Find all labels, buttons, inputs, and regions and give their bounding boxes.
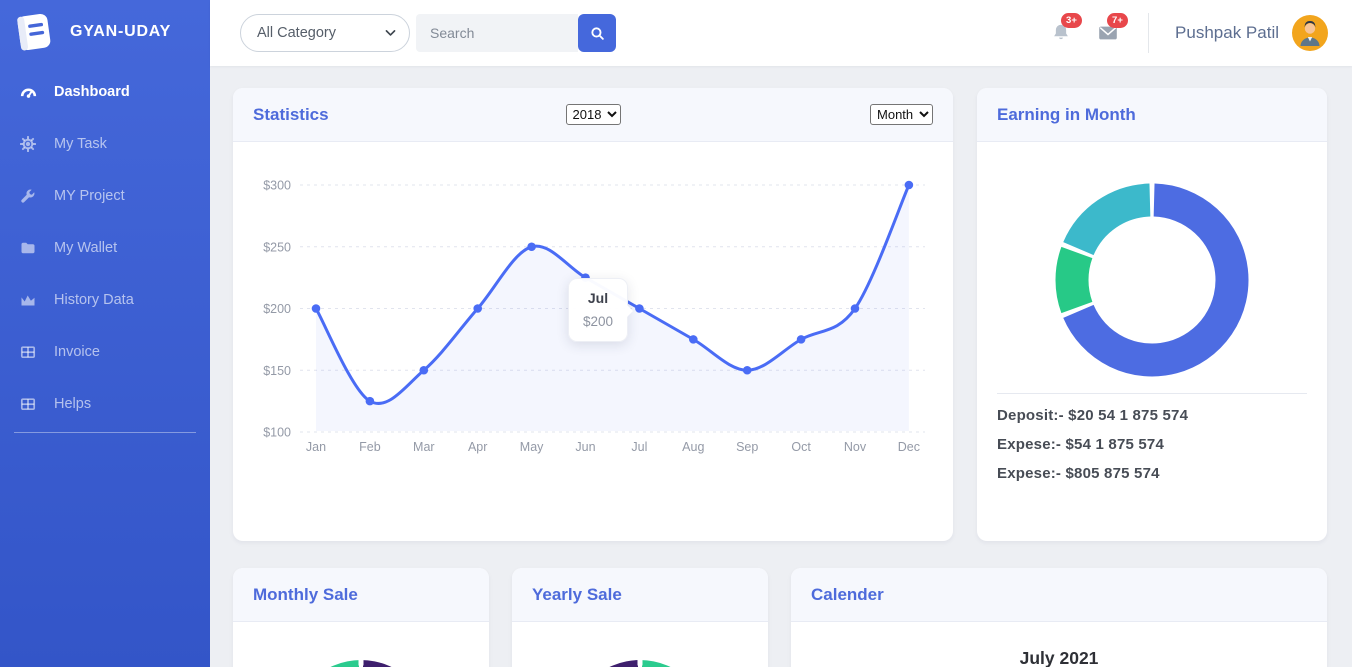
- avatar[interactable]: [1292, 15, 1328, 51]
- notifications-badge: 3+: [1061, 13, 1082, 28]
- wrench-icon: [20, 188, 39, 204]
- statistics-title: Statistics: [253, 104, 329, 124]
- sidebar-item-label: Helps: [54, 396, 92, 412]
- search-group: All Category: [240, 14, 616, 52]
- topbar-divider: [1148, 13, 1150, 53]
- monthly-sale-pie-chart[interactable]: [291, 660, 431, 667]
- gear-icon: [20, 136, 39, 152]
- tooltip-value: $200: [582, 314, 614, 329]
- calendar-title: Calender: [811, 584, 884, 604]
- content: Statistics 2018 Month $100 $150 $200 $250 $3…: [210, 66, 1352, 667]
- svg-text:Mar: Mar: [413, 440, 435, 454]
- sidebar-divider: [14, 432, 196, 433]
- yearly-sale-title: Yearly Sale: [532, 584, 622, 604]
- user-name[interactable]: Pushpak Patil: [1175, 23, 1279, 42]
- svg-text:$300: $300: [263, 179, 291, 193]
- sidebar-item-my-task[interactable]: My Task: [0, 118, 210, 170]
- svg-text:Nov: Nov: [844, 440, 867, 454]
- calendar-month-label: July 2021: [1019, 648, 1099, 667]
- chart-tooltip: Jul $200: [568, 278, 633, 342]
- expense-line-1: Expese:- $54 1 875 574: [997, 436, 1165, 453]
- brand[interactable]: GYAN-UDAY: [0, 0, 210, 64]
- monthly-sale-title: Monthly Sale: [253, 584, 358, 604]
- main-column: All Category 3+: [210, 0, 1352, 667]
- earning-title: Earning in Month: [997, 104, 1136, 124]
- sidebar-item-invoice[interactable]: Invoice: [0, 326, 210, 378]
- brand-logo-icon: [10, 6, 58, 57]
- svg-text:Dec: Dec: [898, 440, 920, 454]
- tooltip-label: Jul: [587, 290, 609, 306]
- messages-button[interactable]: 7+: [1096, 13, 1128, 44]
- bell-icon: [1050, 22, 1072, 44]
- sidebar-item-my-project[interactable]: MY Project: [0, 170, 210, 222]
- calendar-card: Calender July 2021: [791, 568, 1327, 667]
- statistics-card-header: Statistics 2018 Month: [233, 88, 953, 142]
- notifications-button[interactable]: 3+: [1050, 13, 1082, 44]
- period-select[interactable]: Month: [870, 104, 934, 125]
- folder-icon: [20, 240, 39, 256]
- monthly-sale-card: Monthly Sale: [233, 568, 489, 667]
- svg-text:Jun: Jun: [575, 440, 595, 454]
- statistics-card: Statistics 2018 Month $100 $150 $200 $250 $3…: [233, 88, 953, 541]
- sidebar-item-label: Invoice: [54, 344, 100, 360]
- search-input[interactable]: [416, 14, 578, 52]
- sidebar-item-dashboard[interactable]: Dashboard: [0, 66, 210, 118]
- year-select[interactable]: 2018: [565, 104, 621, 125]
- yearly-sale-card: Yearly Sale: [512, 568, 768, 667]
- sidebar-nav: Dashboard My Task MY Project My Wallet Histo…: [0, 64, 210, 430]
- earning-card-header: Earning in Month: [977, 88, 1327, 142]
- tachometer-icon: [20, 84, 39, 101]
- sidebar-item-helps[interactable]: Helps: [0, 378, 210, 430]
- sidebar: GYAN-UDAY Dashboard My Task MY Project My W…: [0, 0, 210, 667]
- sidebar-item-label: My Wallet: [54, 240, 118, 256]
- yearly-sale-header: Yearly Sale: [512, 568, 768, 622]
- sidebar-item-my-wallet[interactable]: My Wallet: [0, 222, 210, 274]
- envelope-icon: [1096, 22, 1120, 44]
- svg-text:$100: $100: [263, 426, 291, 440]
- topbar-right: 3+ 7+ Pushpak Patil: [1050, 13, 1328, 53]
- topbar: All Category 3+: [210, 0, 1352, 66]
- monthly-sale-header: Monthly Sale: [233, 568, 489, 622]
- earning-card: Earning in Month Deposit:- $20 54 1 875 …: [977, 88, 1327, 541]
- svg-text:Feb: Feb: [359, 440, 381, 454]
- table-icon: [20, 344, 39, 360]
- svg-text:$250: $250: [263, 240, 291, 254]
- svg-text:May: May: [520, 440, 544, 454]
- svg-text:$200: $200: [263, 302, 291, 316]
- yearly-sale-pie-chart[interactable]: [570, 660, 710, 667]
- brand-name: GYAN-UDAY: [70, 23, 172, 40]
- category-select[interactable]: All Category: [240, 14, 410, 52]
- sidebar-item-label: History Data: [54, 292, 134, 308]
- search-icon: [589, 25, 606, 42]
- svg-text:Jul: Jul: [631, 440, 647, 454]
- earning-donut-chart[interactable]: [1055, 183, 1249, 377]
- table-icon: [20, 396, 39, 412]
- svg-text:Oct: Oct: [791, 440, 811, 454]
- sidebar-item-label: My Task: [54, 136, 107, 152]
- chart-area-icon: [20, 292, 39, 308]
- deposit-line: Deposit:- $20 54 1 875 574: [997, 407, 1189, 424]
- earning-summary: Deposit:- $20 54 1 875 574 Expese:- $54 …: [977, 394, 1327, 482]
- sidebar-item-label: Dashboard: [54, 84, 130, 100]
- search-button[interactable]: [578, 14, 616, 52]
- svg-text:Sep: Sep: [736, 440, 758, 454]
- earning-divider: [997, 393, 1307, 394]
- svg-text:$150: $150: [263, 364, 291, 378]
- svg-text:Jan: Jan: [306, 440, 326, 454]
- messages-badge: 7+: [1107, 13, 1128, 28]
- svg-text:Apr: Apr: [468, 440, 487, 454]
- expense-line-2: Expese:- $805 875 574: [997, 465, 1160, 482]
- svg-text:Aug: Aug: [682, 440, 704, 454]
- sidebar-item-label: MY Project: [54, 188, 125, 204]
- line-chart-area: $100 $150 $200 $250 $300 Jan Feb Mar Apr May Jun Ju…: [233, 150, 953, 467]
- sidebar-item-history-data[interactable]: History Data: [0, 274, 210, 326]
- calendar-header: Calender: [791, 568, 1327, 622]
